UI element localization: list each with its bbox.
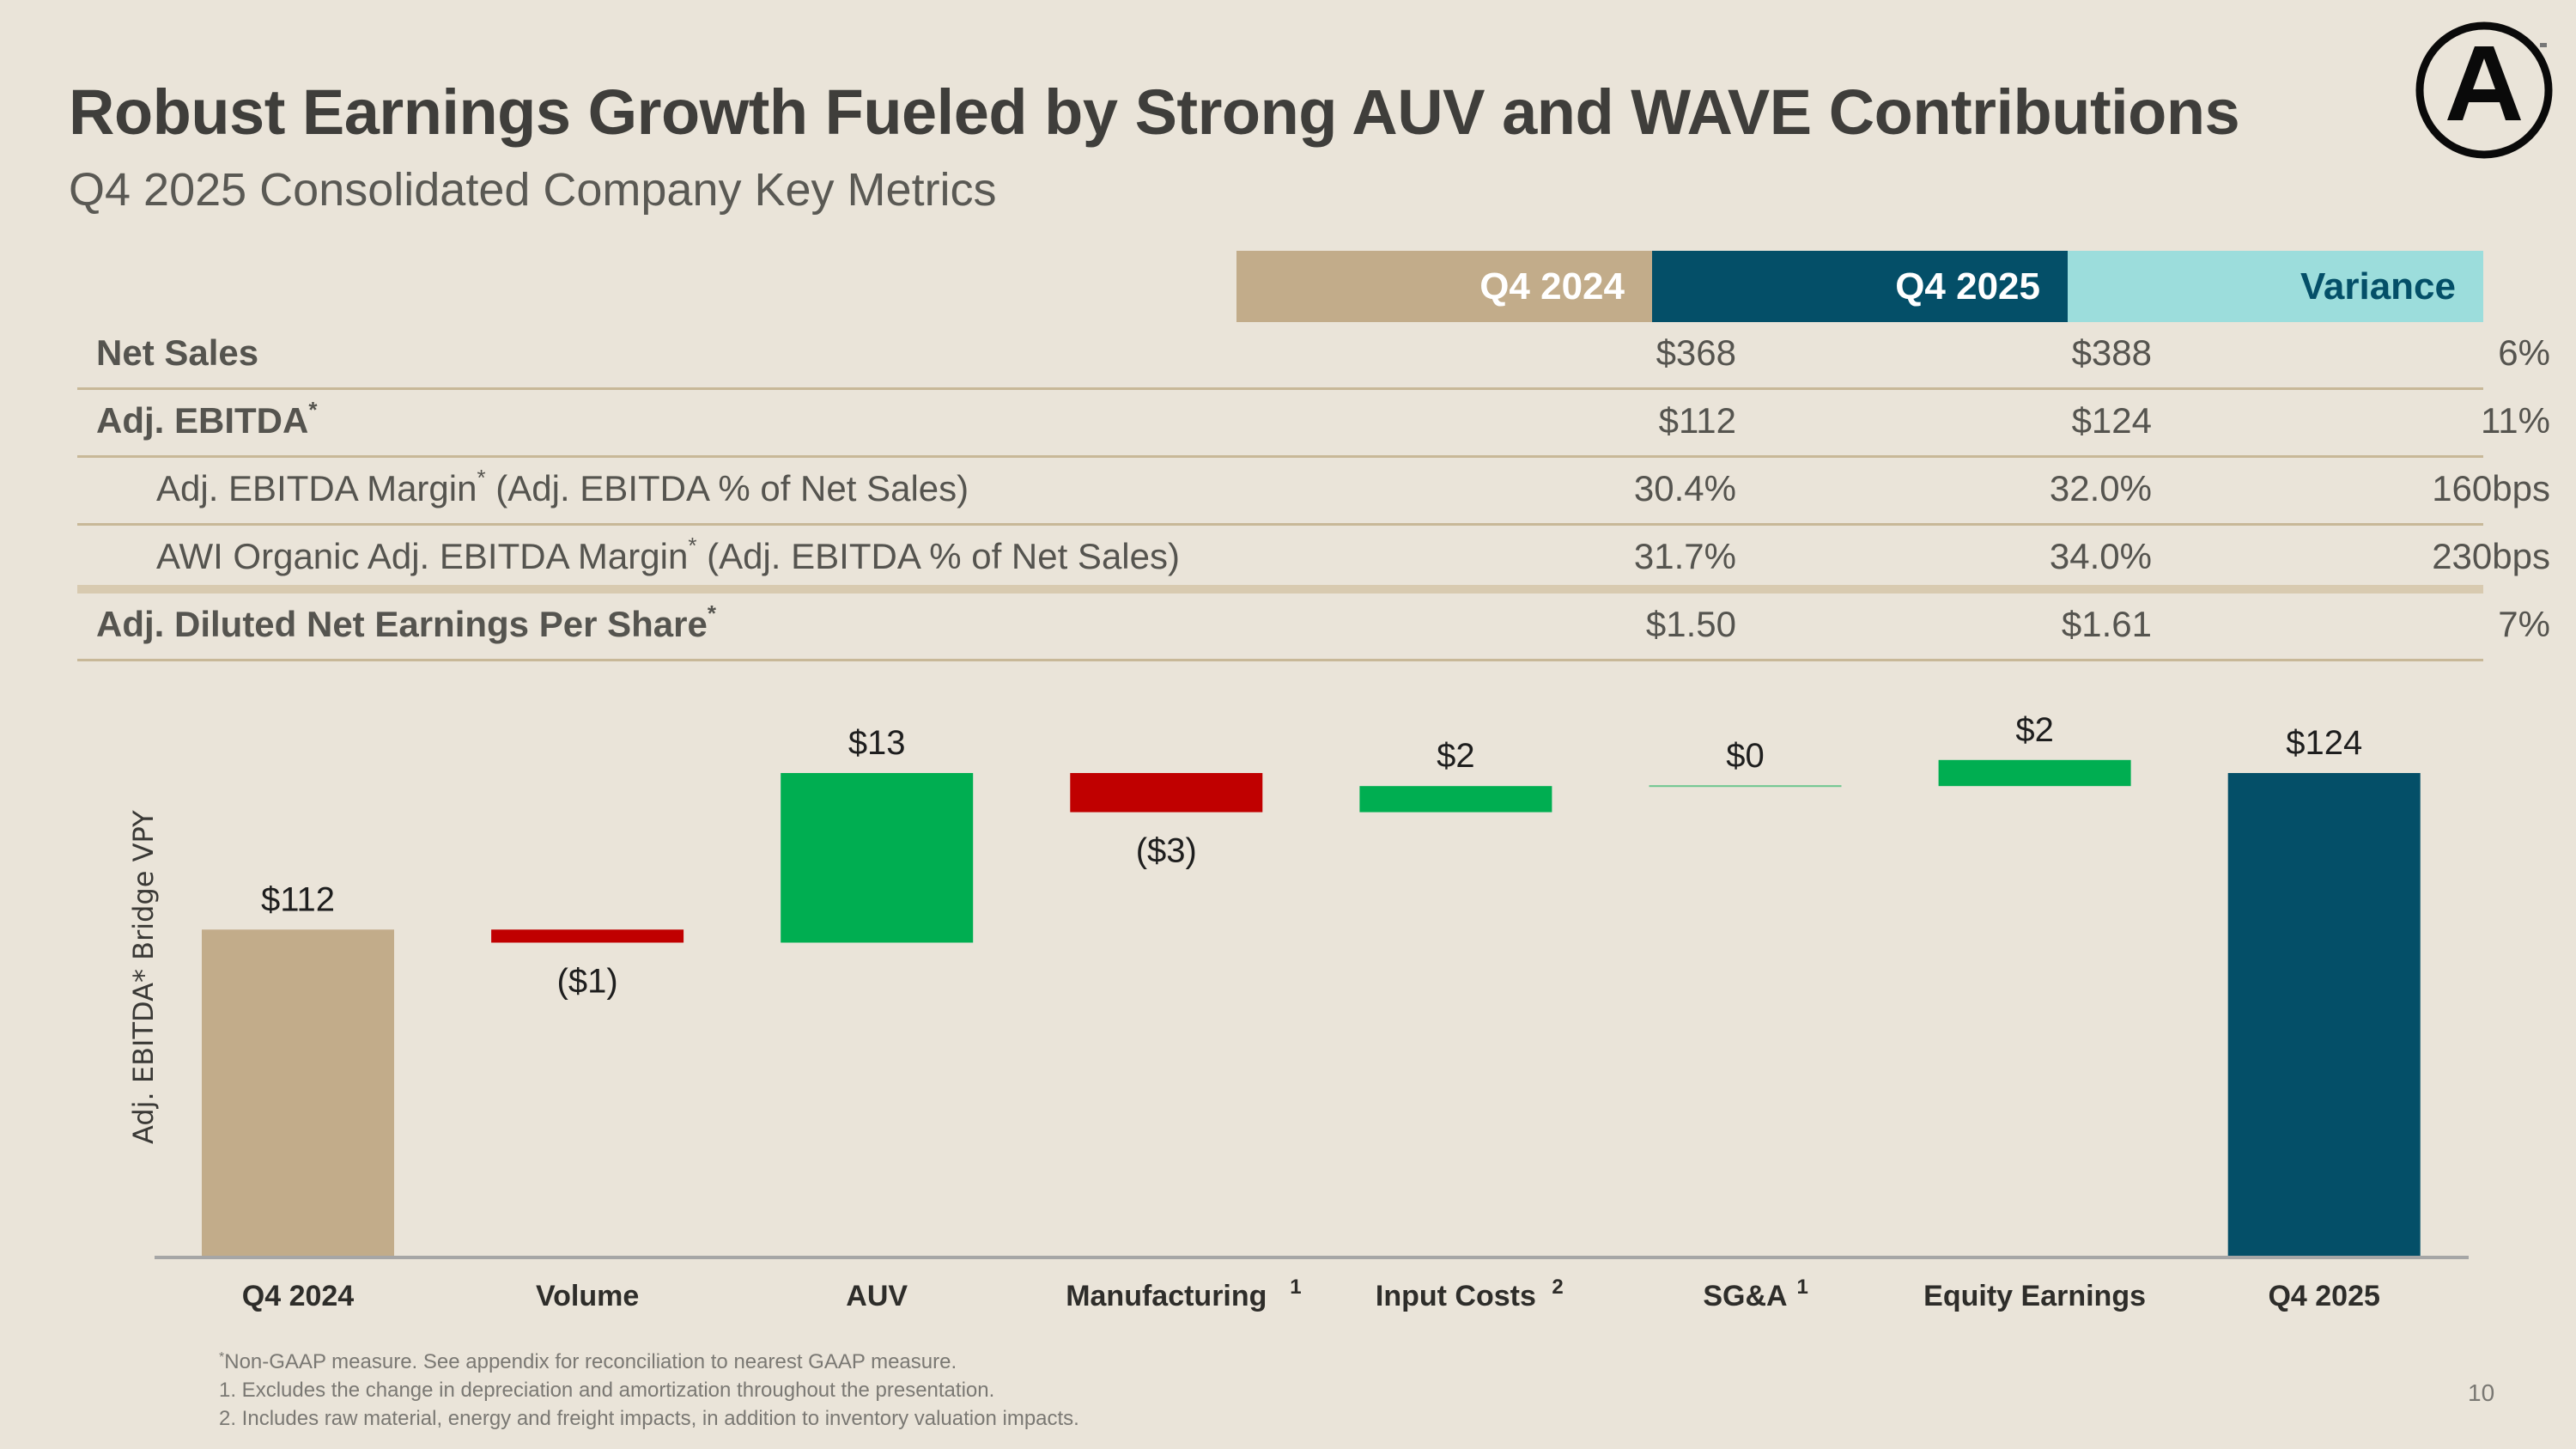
bar-equity-earnings: [1938, 759, 2131, 787]
table-row: Adj. Diluted Net Earnings Per Share* $1.5…: [77, 594, 2550, 661]
x-tick-label: SG&A: [1703, 1280, 1787, 1312]
value-variance: 160bps: [2432, 468, 2550, 508]
table-row: Adj. EBITDA* $112 $124 11%: [77, 390, 2550, 458]
value-variance: 6%: [2498, 332, 2550, 373]
x-tick-label: Q4 2025: [2268, 1280, 2379, 1312]
x-tick-label: Q4 2024: [242, 1280, 355, 1312]
data-label: ($3): [1136, 832, 1197, 870]
value-q4-2024: $112: [1658, 400, 1736, 441]
company-logo-icon: [2415, 21, 2553, 159]
value-variance: 11%: [2481, 400, 2550, 441]
table-row: AWI Organic Adj. EBITDA Margin* (Adj. EB…: [77, 526, 2550, 594]
value-q4-2025: $124: [2071, 400, 2152, 441]
footnote-2: 2. Includes raw material, energy and fre…: [219, 1407, 1079, 1430]
page-number: 10: [2468, 1379, 2495, 1406]
bar-sg-a: [1649, 785, 1842, 788]
footnote-superscript: 2: [1552, 1275, 1563, 1299]
footnote-non-gaap: *Non-GAAP measure. See appendix for reco…: [219, 1350, 957, 1373]
table-row: Net Sales $368 $388 6%: [77, 322, 2550, 390]
bar-auv: [781, 773, 974, 943]
bar-manufacturing: [1070, 773, 1263, 813]
footnote-1: 1. Excludes the change in depreciation a…: [219, 1379, 995, 1402]
value-variance: 7%: [2498, 604, 2550, 644]
row-label-suffix: (Adj. EBITDA % of Net Sales): [696, 536, 1180, 576]
value-q4-2025: 34.0%: [2049, 536, 2152, 576]
row-label-text: AWI Organic Adj. EBITDA Margin: [156, 536, 689, 576]
row-label: Adj. Diluted Net Earnings Per Share*: [96, 600, 716, 645]
row-label-text: Adj. EBITDA Margin: [156, 468, 477, 508]
row-label-text: Net Sales: [96, 332, 259, 373]
value-q4-2025: $388: [2071, 332, 2152, 373]
value-q4-2025: $1.61: [2061, 604, 2152, 644]
asterisk-marker: *: [688, 533, 697, 558]
x-tick-label: AUV: [846, 1280, 908, 1312]
x-tick-label: Manufacturing: [1066, 1280, 1267, 1312]
x-tick-label: Input Costs: [1376, 1280, 1536, 1312]
row-label-suffix: (Adj. EBITDA % of Net Sales): [485, 468, 969, 508]
data-label: $13: [848, 724, 906, 762]
row-label: Adj. EBITDA*: [96, 397, 318, 441]
bar-q4-2024: [202, 929, 394, 1256]
data-label: $124: [2286, 724, 2362, 762]
value-q4-2024: $368: [1656, 332, 1736, 373]
x-tick-label: Volume: [536, 1280, 639, 1312]
bar-input-costs: [1359, 786, 1552, 813]
row-label-text: Adj. EBITDA: [96, 400, 309, 441]
value-variance: 230bps: [2432, 536, 2550, 576]
page-subtitle: Q4 2025 Consolidated Company Key Metrics: [69, 164, 997, 216]
value-q4-2024: 30.4%: [1633, 468, 1736, 508]
table-header: Q4 2024 Q4 2025 Variance: [1236, 251, 2483, 322]
row-label-text: Adj. Diluted Net Earnings Per Share: [96, 604, 708, 644]
trademark-mark: [2540, 43, 2547, 47]
data-label: $2: [2015, 711, 2054, 749]
asterisk-marker: *: [707, 600, 716, 626]
row-label: Adj. EBITDA Margin* (Adj. EBITDA % of Ne…: [156, 465, 969, 509]
col-header-variance: Variance: [2068, 251, 2483, 322]
col-header-q4-2025: Q4 2025: [1652, 251, 2068, 322]
row-label: AWI Organic Adj. EBITDA Margin* (Adj. EB…: [156, 533, 1180, 577]
data-label: $112: [261, 880, 335, 918]
footnote-superscript: 1: [1290, 1275, 1301, 1299]
footnote-superscript: 1: [1797, 1275, 1808, 1299]
row-label: Net Sales: [96, 332, 258, 374]
asterisk-marker: *: [308, 397, 318, 423]
data-label: $2: [1437, 737, 1475, 775]
col-header-q4-2024: Q4 2024: [1236, 251, 1652, 322]
bar-q4-2025: [2227, 773, 2421, 1256]
bar-volume: [491, 929, 684, 943]
page-title: Robust Earnings Growth Fueled by Strong …: [69, 76, 2240, 148]
table-row: Adj. EBITDA Margin* (Adj. EBITDA % of Ne…: [77, 458, 2550, 526]
data-label: ($1): [557, 962, 618, 1000]
value-q4-2024: 31.7%: [1633, 536, 1736, 576]
value-q4-2024: $1.50: [1645, 604, 1736, 644]
x-tick-label: Equity Earnings: [1923, 1280, 2146, 1312]
value-q4-2025: 32.0%: [2049, 468, 2152, 508]
asterisk-marker: *: [477, 465, 486, 490]
data-label: $0: [1726, 737, 1765, 775]
